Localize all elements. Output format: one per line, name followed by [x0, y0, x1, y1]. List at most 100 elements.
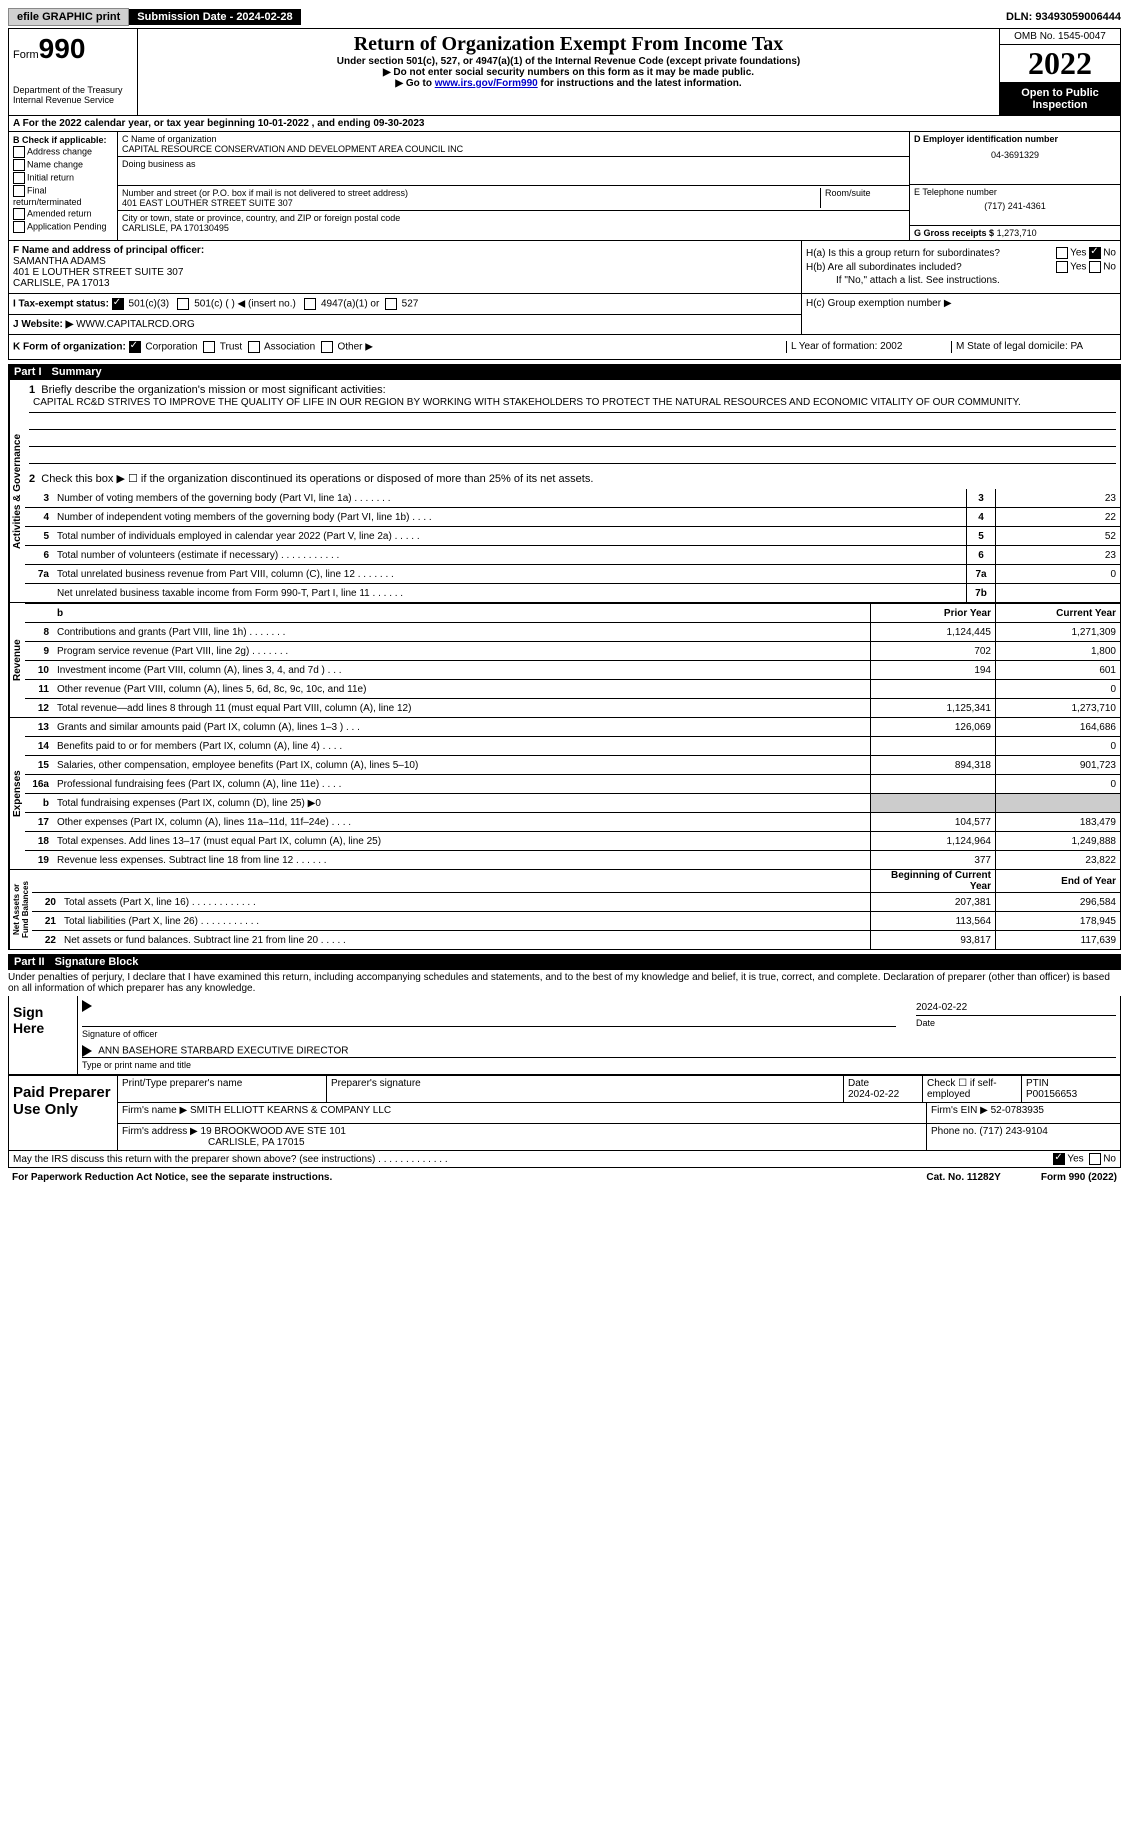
- corp-checkbox[interactable]: [129, 341, 141, 353]
- summary-line: 5Total number of individuals employed in…: [25, 527, 1120, 546]
- discuss-no-checkbox[interactable]: [1089, 1153, 1101, 1165]
- discuss-yes-checkbox[interactable]: [1053, 1153, 1065, 1165]
- prep-date: 2024-02-22: [848, 1089, 899, 1100]
- col-c-org-info: C Name of organization CAPITAL RESOURCE …: [118, 132, 910, 240]
- topbar: efile GRAPHIC print Submission Date - 20…: [8, 8, 1121, 26]
- dln: DLN: 93493059006444: [1006, 11, 1121, 23]
- footer-final: For Paperwork Reduction Act Notice, see …: [8, 1170, 1121, 1185]
- address-change-checkbox[interactable]: [13, 146, 25, 158]
- summary-line: Net unrelated business taxable income fr…: [25, 584, 1120, 602]
- org-name: CAPITAL RESOURCE CONSERVATION AND DEVELO…: [122, 144, 905, 154]
- firm-name: SMITH ELLIOTT KEARNS & COMPANY LLC: [190, 1105, 391, 1116]
- netassets-line: 21Total liabilities (Part X, line 26) . …: [32, 912, 1120, 931]
- section-klm: K Form of organization: Corporation Trus…: [8, 335, 1121, 360]
- summary-line: 7aTotal unrelated business revenue from …: [25, 565, 1120, 584]
- part1-header: Part I Summary: [8, 364, 1121, 380]
- ha-no-checkbox[interactable]: [1089, 247, 1101, 259]
- header-sub3: ▶ Go to www.irs.gov/Form990 for instruct…: [142, 78, 995, 89]
- irs-link[interactable]: www.irs.gov/Form990: [435, 78, 538, 89]
- org-address: 401 EAST LOUTHER STREET SUITE 307: [122, 198, 820, 208]
- dept-treasury: Department of the Treasury: [13, 85, 133, 95]
- sig-date: 2024-02-22: [916, 1002, 1116, 1013]
- expense-line: bTotal fundraising expenses (Part IX, co…: [25, 794, 1120, 813]
- name-change-checkbox[interactable]: [13, 159, 25, 171]
- paid-preparer-section: Paid Preparer Use Only Print/Type prepar…: [8, 1076, 1121, 1151]
- submission-date: Submission Date - 2024-02-28: [129, 9, 300, 25]
- revenue-line: 10Investment income (Part VIII, column (…: [25, 661, 1120, 680]
- 527-checkbox[interactable]: [385, 298, 397, 310]
- 501c-checkbox[interactable]: [177, 298, 189, 310]
- revenue-line: 8Contributions and grants (Part VIII, li…: [25, 623, 1120, 642]
- officer-addr2: CARLISLE, PA 17013: [13, 278, 797, 289]
- expense-line: 16aProfessional fundraising fees (Part I…: [25, 775, 1120, 794]
- trust-checkbox[interactable]: [203, 341, 215, 353]
- tax-year: 2022: [1000, 45, 1120, 83]
- row-a-tax-year: A For the 2022 calendar year, or tax yea…: [8, 116, 1121, 132]
- revenue-line: 11Other revenue (Part VIII, column (A), …: [25, 680, 1120, 699]
- firm-addr1: 19 BROOKWOOD AVE STE 101: [201, 1126, 346, 1137]
- activities-governance-section: Activities & Governance 1 Briefly descri…: [8, 380, 1121, 603]
- firm-ein: 52-0783935: [991, 1105, 1044, 1116]
- application-pending-checkbox[interactable]: [13, 221, 25, 233]
- omb-number: OMB No. 1545-0047: [1000, 29, 1120, 45]
- expense-line: 19Revenue less expenses. Subtract line 1…: [25, 851, 1120, 869]
- irs-label: Internal Revenue Service: [13, 95, 133, 105]
- assoc-checkbox[interactable]: [248, 341, 260, 353]
- sign-here-section: Sign Here Signature of officer 2024-02-2…: [8, 996, 1121, 1076]
- col-d-ein: D Employer identification number 04-3691…: [910, 132, 1120, 240]
- expenses-section: Expenses 13Grants and similar amounts pa…: [8, 718, 1121, 870]
- expense-line: 15Salaries, other compensation, employee…: [25, 756, 1120, 775]
- penalty-text: Under penalties of perjury, I declare th…: [8, 970, 1121, 996]
- arrow-icon: [82, 1045, 92, 1057]
- form-header: Form990 Department of the Treasury Inter…: [8, 28, 1121, 116]
- netassets-line: 22Net assets or fund balances. Subtract …: [32, 931, 1120, 949]
- form-number: 990: [39, 33, 86, 64]
- section-bcd: B Check if applicable: Address change Na…: [8, 132, 1121, 241]
- net-assets-section: Net Assets orFund Balances Beginning of …: [8, 870, 1121, 950]
- website: WWW.CAPITALRCD.ORG: [76, 319, 195, 330]
- 4947-checkbox[interactable]: [304, 298, 316, 310]
- final-return-checkbox[interactable]: [13, 185, 25, 197]
- header-sub1: Under section 501(c), 527, or 4947(a)(1)…: [142, 56, 995, 67]
- ha-yes-checkbox[interactable]: [1056, 247, 1068, 259]
- section-ij: I Tax-exempt status: 501(c)(3) 501(c) ( …: [8, 294, 1121, 335]
- expense-line: 13Grants and similar amounts paid (Part …: [25, 718, 1120, 737]
- firm-addr2: CARLISLE, PA 17015: [208, 1137, 305, 1148]
- state-domicile: M State of legal domicile: PA: [951, 341, 1116, 353]
- amended-return-checkbox[interactable]: [13, 208, 25, 220]
- org-city: CARLISLE, PA 170130495: [122, 223, 905, 233]
- ein-value: 04-3691329: [914, 150, 1116, 160]
- officer-print-name: ANN BASEHORE STARBARD EXECUTIVE DIRECTOR: [98, 1046, 348, 1057]
- expense-line: 17Other expenses (Part IX, column (A), l…: [25, 813, 1120, 832]
- expense-line: 14Benefits paid to or for members (Part …: [25, 737, 1120, 756]
- revenue-line: 9Program service revenue (Part VIII, lin…: [25, 642, 1120, 661]
- revenue-section: Revenue b Prior Year Current Year 8Contr…: [8, 603, 1121, 718]
- expense-line: 18Total expenses. Add lines 13–17 (must …: [25, 832, 1120, 851]
- initial-return-checkbox[interactable]: [13, 172, 25, 184]
- hb-yes-checkbox[interactable]: [1056, 261, 1068, 273]
- 501c3-checkbox[interactable]: [112, 298, 124, 310]
- netassets-sidelabel: Net Assets orFund Balances: [9, 870, 32, 949]
- summary-line: 4Number of independent voting members of…: [25, 508, 1120, 527]
- telephone: (717) 241-4361: [914, 201, 1116, 211]
- ptin: P00156653: [1026, 1089, 1077, 1100]
- expenses-sidelabel: Expenses: [9, 718, 25, 869]
- summary-line: 3Number of voting members of the governi…: [25, 489, 1120, 508]
- hb-no-checkbox[interactable]: [1089, 261, 1101, 273]
- discuss-row: May the IRS discuss this return with the…: [8, 1151, 1121, 1168]
- revenue-line: 12Total revenue—add lines 8 through 11 (…: [25, 699, 1120, 717]
- part2-header: Part II Signature Block: [8, 954, 1121, 970]
- col-b-checkboxes: B Check if applicable: Address change Na…: [9, 132, 118, 240]
- year-formation: L Year of formation: 2002: [786, 341, 951, 353]
- header-sub2: ▶ Do not enter social security numbers o…: [142, 67, 995, 78]
- mission-text: CAPITAL RC&D STRIVES TO IMPROVE THE QUAL…: [29, 396, 1116, 413]
- open-public-badge: Open to Public Inspection: [1000, 83, 1120, 115]
- other-checkbox[interactable]: [321, 341, 333, 353]
- activities-sidelabel: Activities & Governance: [9, 380, 25, 602]
- revenue-sidelabel: Revenue: [9, 603, 25, 717]
- efile-button[interactable]: efile GRAPHIC print: [8, 8, 129, 26]
- section-fh: F Name and address of principal officer:…: [8, 241, 1121, 294]
- summary-line: 6Total number of volunteers (estimate if…: [25, 546, 1120, 565]
- officer-addr1: 401 E LOUTHER STREET SUITE 307: [13, 267, 797, 278]
- form-label: Form: [13, 49, 39, 61]
